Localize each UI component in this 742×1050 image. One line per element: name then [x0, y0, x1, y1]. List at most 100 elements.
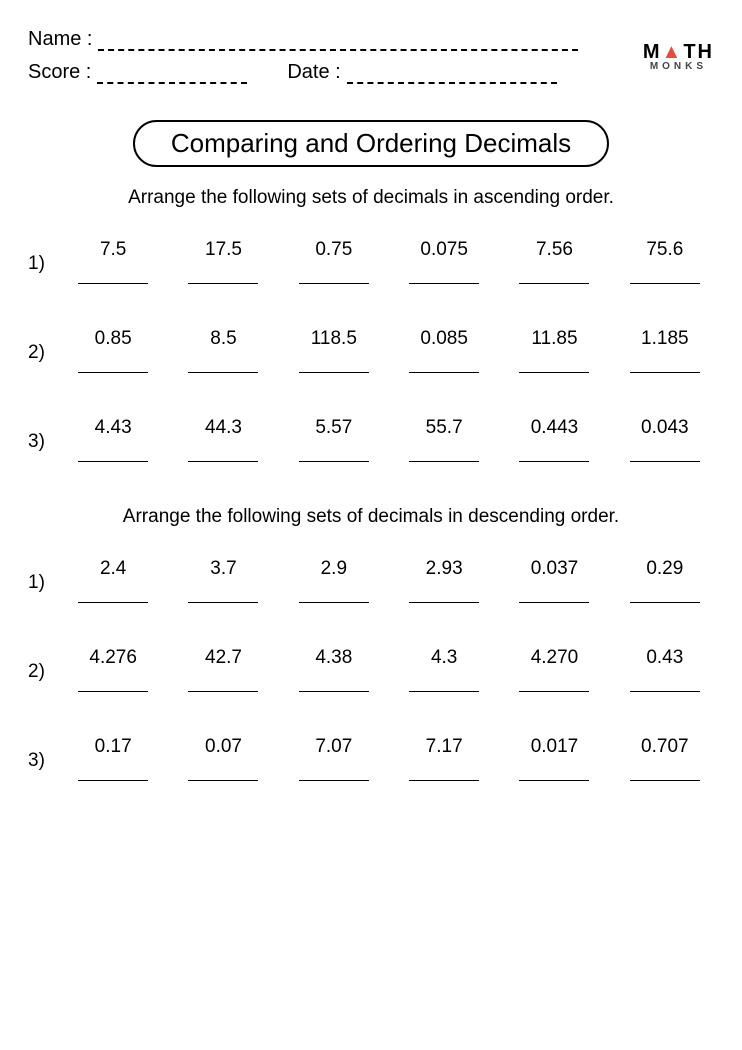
answer-blank[interactable]: [299, 780, 369, 781]
date-blank[interactable]: [347, 66, 557, 84]
value-cell: 0.075: [395, 239, 493, 284]
value-cell: 0.17: [64, 736, 162, 781]
decimal-value: 0.017: [531, 736, 579, 780]
answer-blank[interactable]: [409, 372, 479, 373]
value-cell: 0.07: [174, 736, 272, 781]
answer-blank[interactable]: [188, 691, 258, 692]
answer-blank[interactable]: [630, 372, 700, 373]
decimal-value: 0.085: [420, 328, 468, 372]
problem-number: 2): [28, 647, 64, 683]
problem-cells: 2.4 3.7 2.9 2.93 0.037 0.29: [64, 558, 714, 603]
decimal-value: 0.85: [95, 328, 132, 372]
answer-blank[interactable]: [299, 461, 369, 462]
decimal-value: 44.3: [205, 417, 242, 461]
problem-number: 2): [28, 328, 64, 364]
value-cell: 0.043: [616, 417, 714, 462]
answer-blank[interactable]: [630, 283, 700, 284]
decimal-value: 0.443: [531, 417, 579, 461]
date-label: Date :: [287, 61, 340, 84]
worksheet-title: Comparing and Ordering Decimals: [133, 120, 609, 167]
answer-blank[interactable]: [409, 461, 479, 462]
answer-blank[interactable]: [78, 602, 148, 603]
logo-line2: MONKS: [643, 62, 714, 72]
section-descending: Arrange the following sets of decimals i…: [28, 506, 714, 781]
decimal-value: 0.75: [315, 239, 352, 283]
answer-blank[interactable]: [188, 283, 258, 284]
triangle-icon: ▲: [662, 41, 684, 63]
answer-blank[interactable]: [188, 372, 258, 373]
value-cell: 4.38: [285, 647, 383, 692]
score-date-row: Score : Date :: [28, 61, 714, 84]
decimal-value: 0.037: [531, 558, 579, 602]
value-cell: 8.5: [174, 328, 272, 373]
answer-blank[interactable]: [299, 602, 369, 603]
value-cell: 7.56: [505, 239, 603, 284]
answer-blank[interactable]: [630, 691, 700, 692]
problem-row: 1)7.517.50.750.0757.5675.6: [28, 239, 714, 284]
value-cell: 0.29: [616, 558, 714, 603]
decimal-value: 0.29: [646, 558, 683, 602]
decimal-value: 0.43: [646, 647, 683, 691]
decimal-value: 4.270: [531, 647, 579, 691]
answer-blank[interactable]: [188, 602, 258, 603]
answer-blank[interactable]: [299, 691, 369, 692]
decimal-value: 4.276: [89, 647, 137, 691]
value-cell: 7.07: [285, 736, 383, 781]
answer-blank[interactable]: [519, 372, 589, 373]
answer-blank[interactable]: [188, 461, 258, 462]
decimal-value: 42.7: [205, 647, 242, 691]
decimal-value: 1.185: [641, 328, 689, 372]
answer-blank[interactable]: [519, 283, 589, 284]
score-blank[interactable]: [97, 66, 247, 84]
value-cell: 17.5: [174, 239, 272, 284]
answer-blank[interactable]: [519, 602, 589, 603]
answer-blank[interactable]: [630, 602, 700, 603]
answer-blank[interactable]: [78, 372, 148, 373]
answer-blank[interactable]: [78, 691, 148, 692]
decimal-value: 3.7: [210, 558, 236, 602]
problem-number: 3): [28, 736, 64, 772]
answer-blank[interactable]: [409, 691, 479, 692]
problem-row: 2) 0.85 8.5 118.5 0.085 11.85 1.185: [28, 328, 714, 373]
decimal-value: 0.707: [641, 736, 689, 780]
name-blank[interactable]: [98, 33, 578, 51]
decimal-value: 75.6: [646, 239, 683, 283]
answer-blank[interactable]: [188, 780, 258, 781]
decimal-value: 5.57: [315, 417, 352, 461]
instruction-descending: Arrange the following sets of decimals i…: [28, 506, 714, 528]
score-label: Score :: [28, 61, 91, 84]
answer-blank[interactable]: [409, 283, 479, 284]
value-cell: 2.93: [395, 558, 493, 603]
decimal-value: 4.3: [431, 647, 457, 691]
answer-blank[interactable]: [630, 780, 700, 781]
value-cell: 4.270: [505, 647, 603, 692]
decimal-value: 7.07: [315, 736, 352, 780]
value-cell: 4.276: [64, 647, 162, 692]
decimal-value: 2.9: [321, 558, 347, 602]
value-cell: 7.17: [395, 736, 493, 781]
answer-blank[interactable]: [299, 372, 369, 373]
answer-blank[interactable]: [409, 602, 479, 603]
value-cell: 2.9: [285, 558, 383, 603]
decimal-value: 11.85: [531, 328, 577, 372]
value-cell: 11.85: [505, 328, 603, 373]
value-cell: 44.3: [174, 417, 272, 462]
section-ascending: Arrange the following sets of decimals i…: [28, 187, 714, 462]
answer-blank[interactable]: [299, 283, 369, 284]
answer-blank[interactable]: [519, 691, 589, 692]
decimal-value: 2.4: [100, 558, 126, 602]
instruction-ascending: Arrange the following sets of decimals i…: [28, 187, 714, 209]
answer-blank[interactable]: [630, 461, 700, 462]
answer-blank[interactable]: [519, 780, 589, 781]
answer-blank[interactable]: [519, 461, 589, 462]
decimal-value: 7.17: [426, 736, 463, 780]
answer-blank[interactable]: [409, 780, 479, 781]
value-cell: 42.7: [174, 647, 272, 692]
answer-blank[interactable]: [78, 461, 148, 462]
decimal-value: 4.38: [315, 647, 352, 691]
decimal-value: 118.5: [311, 328, 357, 372]
answer-blank[interactable]: [78, 283, 148, 284]
problem-cells: 4.276 42.7 4.38 4.3 4.270 0.43: [64, 647, 714, 692]
value-cell: 4.43: [64, 417, 162, 462]
answer-blank[interactable]: [78, 780, 148, 781]
